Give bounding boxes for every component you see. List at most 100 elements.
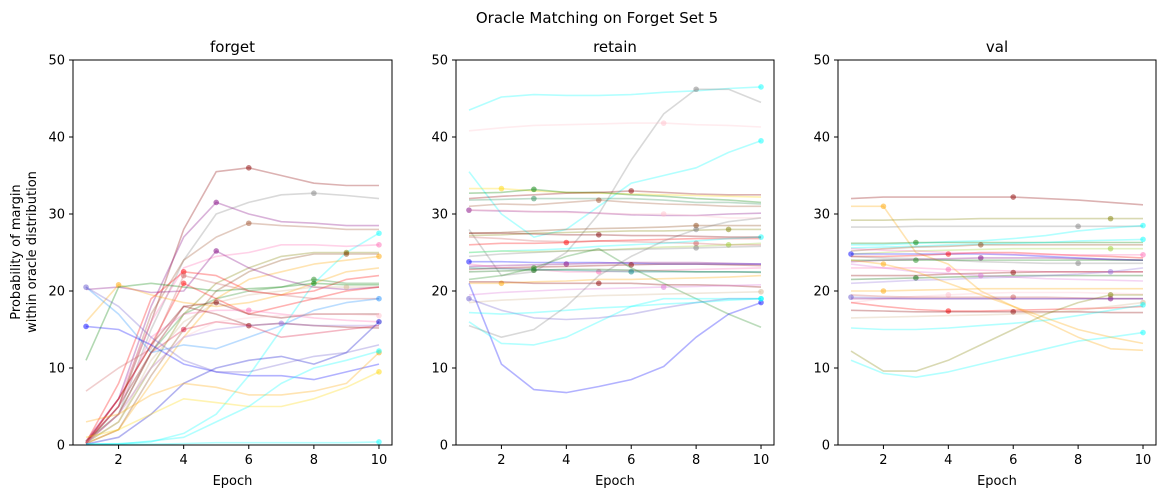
series-marker-7 <box>531 195 537 202</box>
series-marker-1 <box>693 86 699 93</box>
y-tick-label: 10 <box>813 362 830 377</box>
panel-forget: 2 4 6 8 10 0 10 20 30 40 50 forget Epoch <box>48 38 393 489</box>
series-marker-16 <box>913 275 919 281</box>
y-tick-label: 0 <box>57 439 65 454</box>
series-marker-4 <box>376 230 382 237</box>
x-tick-label: 4 <box>180 453 188 468</box>
series-line-18 <box>469 260 761 265</box>
series-line-16 <box>850 274 1143 281</box>
series-line-26 <box>469 280 762 288</box>
y-tick-label: 50 <box>813 54 830 69</box>
series-marker-21 <box>278 320 285 327</box>
y-axis-label-line2: within oracle distribution <box>25 171 40 333</box>
series-line-5 <box>85 244 380 442</box>
series-marker-22 <box>180 326 187 333</box>
series-marker-16 <box>725 242 732 248</box>
series-line-29 <box>850 331 1144 379</box>
series-marker-19 <box>245 307 252 314</box>
series-marker-5 <box>531 186 537 193</box>
series-line-23 <box>468 267 761 273</box>
series-line-33 <box>468 217 762 339</box>
series-marker-0 <box>1010 194 1017 200</box>
series-marker-12 <box>1075 260 1081 267</box>
series-marker-27 <box>660 284 667 290</box>
series-line-11 <box>85 267 380 323</box>
series-line-23 <box>850 296 1143 300</box>
axes-frame <box>837 59 1157 446</box>
series-marker-4 <box>1140 222 1146 229</box>
series-line-9 <box>85 250 380 294</box>
series-marker-16 <box>180 272 187 279</box>
series-line-30 <box>850 259 1144 345</box>
series-line-25 <box>469 274 762 285</box>
series-line-29 <box>468 297 761 321</box>
series-line-18 <box>85 286 380 354</box>
series-marker-15 <box>1010 269 1017 276</box>
series-marker-24 <box>531 265 537 271</box>
series-line-30 <box>86 441 380 445</box>
series-marker-18 <box>376 295 382 302</box>
series-marker-5 <box>376 242 382 248</box>
series-marker-19 <box>563 261 570 267</box>
x-tick-label: 2 <box>114 453 122 468</box>
series-marker-28 <box>758 288 764 295</box>
series-line-8 <box>850 247 1143 255</box>
series-marker-22 <box>1107 295 1114 302</box>
series-line-12 <box>468 228 761 237</box>
y-tick-label: 20 <box>48 285 65 300</box>
series-marker-23 <box>848 294 854 300</box>
series-line-20 <box>468 263 762 271</box>
series-line-24 <box>468 247 762 328</box>
series-marker-31 <box>1140 252 1146 258</box>
series-marker-3 <box>1075 223 1081 230</box>
series-marker-29 <box>376 348 382 354</box>
series-marker-17 <box>213 299 220 306</box>
series-line-22 <box>468 268 762 274</box>
series-line-10 <box>851 251 1144 259</box>
series-line-4 <box>469 187 762 198</box>
series-line-0 <box>850 196 1144 206</box>
x-tick-label: 2 <box>497 453 505 468</box>
x-axis-label: Epoch <box>595 474 635 489</box>
series-line-23 <box>85 313 380 444</box>
series-line-16 <box>468 242 762 254</box>
y-tick-label: 20 <box>813 285 830 300</box>
series-line-14 <box>85 286 379 444</box>
series-marker-2 <box>213 199 220 206</box>
x-tick-label: 6 <box>245 453 253 468</box>
series-line-24 <box>85 321 380 445</box>
series-line-28 <box>468 291 762 304</box>
series-marker-13 <box>311 276 317 283</box>
series-line-25 <box>850 309 1143 314</box>
series-marker-15 <box>180 280 187 287</box>
series-marker-8 <box>1107 245 1114 252</box>
series-marker-25 <box>83 323 89 330</box>
series-marker-34 <box>595 231 602 238</box>
panel-retain: 2 4 6 8 10 0 10 20 30 40 50 retain Epoch <box>431 38 775 489</box>
series-line-32 <box>468 297 762 315</box>
x-tick-label: 6 <box>627 453 635 468</box>
series-marker-33 <box>693 226 699 233</box>
series-marker-6 <box>628 188 635 194</box>
y-tick-label: 30 <box>431 208 448 223</box>
series-line-19 <box>85 309 380 443</box>
series-line-28 <box>85 352 380 423</box>
series-line-5 <box>851 241 1143 245</box>
series-marker-2 <box>660 120 667 126</box>
series-marker-11 <box>115 282 122 288</box>
series-line-3 <box>85 222 379 443</box>
panel-title: val <box>986 38 1008 56</box>
y-tick-label: 0 <box>440 439 448 454</box>
series-line-5 <box>468 188 762 204</box>
series-line-31 <box>468 297 761 346</box>
series-line-19 <box>851 287 1143 292</box>
series-marker-1 <box>311 190 317 197</box>
series-marker-24 <box>376 319 382 325</box>
series-line-15 <box>468 236 762 254</box>
series-marker-17 <box>1107 268 1114 275</box>
series-line-26 <box>850 301 1144 319</box>
series-marker-13 <box>913 257 919 264</box>
series-line-17 <box>85 301 379 445</box>
